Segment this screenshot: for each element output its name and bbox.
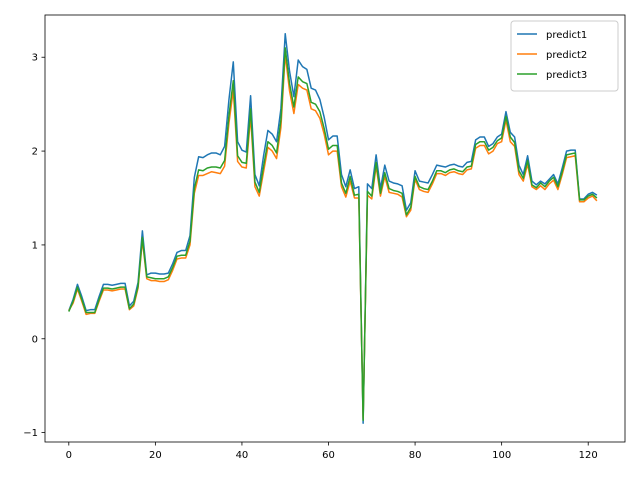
- series-line-predict2: [68, 53, 598, 420]
- y-tick-label: 1: [32, 240, 38, 251]
- x-tick-label: 0: [66, 450, 72, 461]
- x-tick-label: 100: [492, 450, 511, 461]
- y-tick-label: 3: [32, 53, 38, 64]
- plot-frame: [44, 14, 626, 443]
- y-tick-label: 2: [32, 147, 38, 158]
- y-tick-label: −1: [23, 428, 38, 439]
- y-tick-label: 0: [32, 334, 38, 345]
- legend-label-predict2: predict2: [546, 50, 587, 61]
- series-line-predict1: [68, 33, 598, 424]
- legend-label-predict1: predict1: [546, 30, 587, 41]
- series-line-predict3: [68, 47, 598, 422]
- legend-box: [510, 20, 619, 92]
- axes: 0 20 40 60 80 100 120 −1 0 1 2 3: [23, 14, 626, 461]
- series-lines: [68, 33, 598, 424]
- x-tick-label: 80: [409, 450, 422, 461]
- x-tick-label: 20: [149, 450, 162, 461]
- x-tick-label: 60: [322, 450, 335, 461]
- legend: predict1 predict2 predict3: [510, 20, 619, 92]
- legend-label-predict3: predict3: [546, 70, 587, 81]
- x-tick-label: 120: [579, 450, 598, 461]
- x-tick-label: 40: [236, 450, 249, 461]
